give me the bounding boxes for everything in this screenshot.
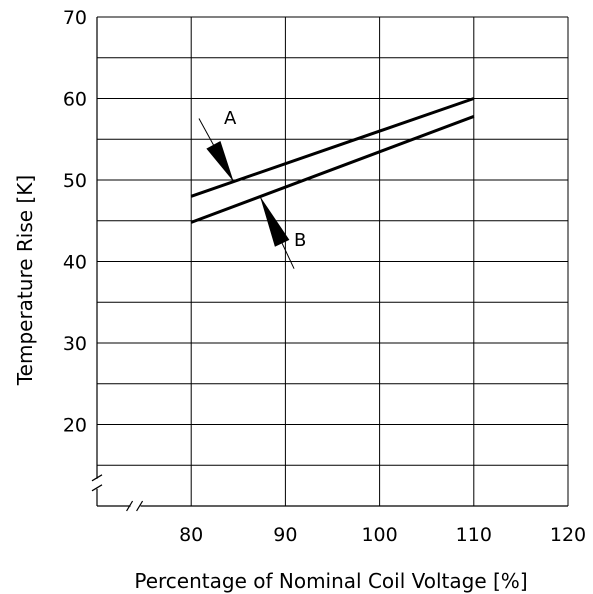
y-tick-label: 70 bbox=[63, 7, 87, 29]
grid bbox=[97, 16, 569, 506]
y-tick-label: 20 bbox=[63, 415, 87, 437]
y-tick-label: 50 bbox=[63, 170, 87, 192]
y-tick-label: 30 bbox=[63, 333, 87, 355]
annotations: AB bbox=[198, 108, 306, 269]
annotation-a-arrowhead bbox=[206, 140, 234, 182]
y-axis-break-mark bbox=[91, 484, 103, 492]
tick-labels: 80 90 100 110 120 20 30 40 50 60 70 bbox=[63, 7, 586, 546]
x-tick-label: 100 bbox=[361, 524, 397, 546]
x-axis-title: Percentage of Nominal Coil Voltage [%] bbox=[134, 569, 527, 593]
axes bbox=[91, 17, 568, 512]
annotation-b-arrowhead bbox=[259, 196, 290, 247]
annotation-a-label: A bbox=[224, 108, 237, 129]
y-axis-break-mark bbox=[91, 474, 103, 482]
y-axis-title: Temperature Rise [K] bbox=[13, 175, 37, 386]
series-line-a bbox=[190, 97, 475, 198]
annotation-b-label: B bbox=[294, 230, 306, 251]
series bbox=[190, 97, 475, 224]
series-line-b bbox=[190, 115, 475, 224]
x-axis-break-mark bbox=[126, 500, 134, 512]
x-axis-break-mark bbox=[136, 500, 144, 512]
x-tick-label: 80 bbox=[179, 524, 203, 546]
y-tick-label: 60 bbox=[63, 89, 87, 111]
y-tick-label: 40 bbox=[63, 252, 87, 274]
x-tick-label: 90 bbox=[273, 524, 297, 546]
x-tick-label: 110 bbox=[456, 524, 492, 546]
x-tick-label: 120 bbox=[550, 524, 586, 546]
